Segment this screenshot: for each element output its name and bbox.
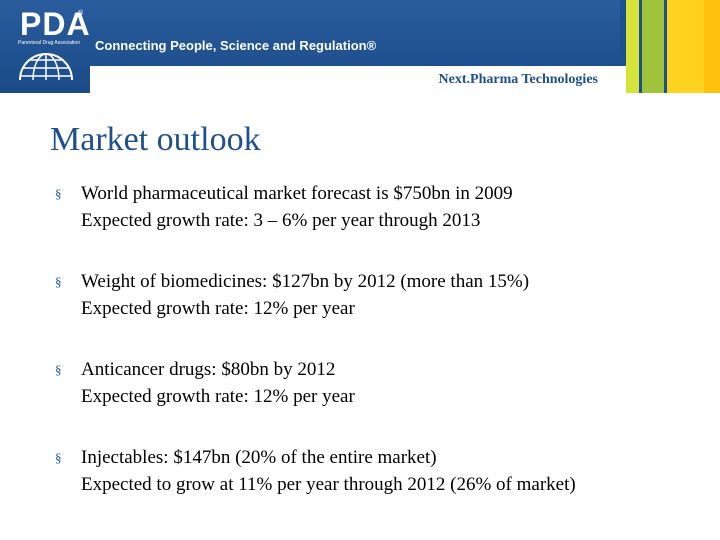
bullet-item: § World pharmaceutical market forecast i… xyxy=(50,180,690,234)
bullet-subtext: Expected growth rate: 12% per year xyxy=(81,298,355,319)
accent-bar-lime xyxy=(626,0,639,93)
logo-trademark: ® xyxy=(78,10,84,17)
bullet-marker-icon: § xyxy=(55,362,62,377)
accent-bar-green xyxy=(642,0,664,93)
event-name: Next.Pharma Technologies xyxy=(438,72,598,87)
bullet-marker-icon: § xyxy=(55,186,62,201)
header-banner: PDA ® Parenteral Drug Association Connec… xyxy=(0,0,720,93)
slide-title: Market outlook xyxy=(50,121,261,158)
bullet-text: Weight of biomedicines: $127bn by 2012 (… xyxy=(81,271,530,292)
tagline: Connecting People, Science and Regulatio… xyxy=(95,38,377,53)
bullet-text: Anticancer drugs: $80bn by 2012 xyxy=(81,359,336,380)
bullet-text: Injectables: $147bn (20% of the entire m… xyxy=(81,447,437,468)
bullet-marker-icon: § xyxy=(55,274,62,289)
bullet-marker-icon: § xyxy=(55,450,62,465)
pda-logo-text: PDA xyxy=(20,6,91,42)
bullet-list: § World pharmaceutical market forecast i… xyxy=(50,180,690,532)
bullet-subtext: Expected growth rate: 3 – 6% per year th… xyxy=(81,210,481,231)
logo-subtext: Parenteral Drug Association xyxy=(18,40,80,46)
bullet-subtext: Expected growth rate: 12% per year xyxy=(81,386,355,407)
accent-bar-yellow xyxy=(667,0,704,93)
bullet-text: World pharmaceutical market forecast is … xyxy=(81,183,513,204)
header-strip xyxy=(90,66,626,93)
bullet-subtext: Expected to grow at 11% per year through… xyxy=(81,474,576,495)
bullet-item: § Anticancer drugs: $80bn by 2012 Expect… xyxy=(50,356,690,410)
bullet-item: § Injectables: $147bn (20% of the entire… xyxy=(50,444,690,498)
globe-icon xyxy=(19,53,73,80)
accent-bar-gold xyxy=(704,0,720,93)
bullet-item: § Weight of biomedicines: $127bn by 2012… xyxy=(50,268,690,322)
